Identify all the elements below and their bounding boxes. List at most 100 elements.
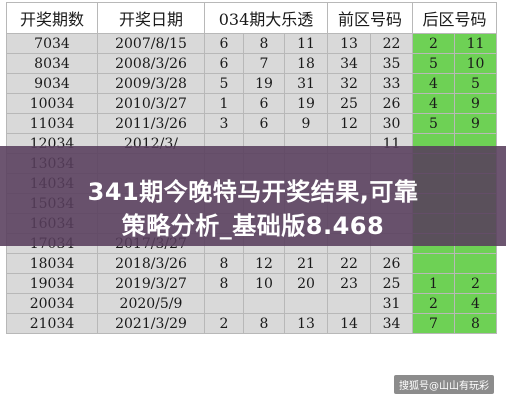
front-number-cell: 9 [284, 113, 328, 134]
front-number-cell: 11 [284, 33, 328, 54]
front-number-cell: 34 [327, 53, 371, 74]
back-number-cell: 4 [412, 93, 455, 114]
date-cell: 2008/3/26 [97, 53, 205, 74]
front-number-cell: 6 [204, 33, 244, 54]
front-number-cell: 19 [284, 93, 328, 114]
front-number-cell: 19 [243, 73, 285, 94]
front-number-cell: 22 [370, 33, 413, 54]
front-number-cell: 6 [204, 53, 244, 74]
period-cell: 8034 [6, 53, 98, 74]
back-number-cell: 8 [454, 313, 497, 334]
period-cell: 21034 [6, 313, 98, 334]
period-cell: 10034 [6, 93, 98, 114]
period-cell: 18034 [6, 253, 98, 274]
front-number-cell: 25 [370, 273, 413, 294]
back-number-cell: 1 [412, 273, 455, 294]
front-number-cell: 18 [284, 53, 328, 74]
date-cell: 2009/3/28 [97, 73, 205, 94]
back-number-cell: 4 [454, 293, 497, 314]
front-number-cell: 10 [243, 273, 285, 294]
front-number-cell: 23 [327, 273, 371, 294]
source-watermark: 搜狐号@山山有玩彩 [394, 375, 494, 394]
back-number-cell: 2 [454, 273, 497, 294]
table-row: 20034 2020/5/9 31 2 4 [6, 293, 497, 314]
title-banner: 341期今晚特马开奖结果,可靠 策略分析_基础版8.468 [0, 146, 506, 246]
front-number-cell: 31 [284, 73, 328, 94]
front-number-cell [284, 293, 328, 314]
front-number-cell: 3 [204, 113, 244, 134]
date-cell: 2020/5/9 [97, 293, 205, 314]
front-number-cell: 5 [204, 73, 244, 94]
front-number-cell: 12 [327, 113, 371, 134]
front-number-cell: 8 [243, 313, 285, 334]
date-cell: 2021/3/29 [97, 313, 205, 334]
header-back-zone: 后区号码 [412, 2, 497, 34]
date-cell: 2007/8/15 [97, 33, 205, 54]
date-cell: 2011/3/26 [97, 113, 205, 134]
back-number-cell: 4 [412, 73, 455, 94]
header-period: 开奖期数 [6, 2, 98, 34]
table-row: 7034 2007/8/15 6 8 11 13 22 2 11 [6, 33, 497, 54]
back-number-cell: 9 [454, 93, 497, 114]
period-cell: 20034 [6, 293, 98, 314]
banner-title-line-2: 策略分析_基础版8.468 [121, 212, 385, 240]
back-number-cell [412, 253, 455, 274]
back-number-cell: 7 [412, 313, 455, 334]
table-row: 8034 2008/3/26 6 7 18 34 35 5 10 [6, 53, 497, 74]
header-draw-title: 034期大乐透 [204, 2, 328, 34]
front-number-cell: 14 [327, 313, 371, 334]
back-number-cell: 2 [412, 33, 455, 54]
front-number-cell: 21 [284, 253, 328, 274]
period-cell: 9034 [6, 73, 98, 94]
table-row: 9034 2009/3/28 5 19 31 32 33 4 5 [6, 73, 497, 94]
front-number-cell: 20 [284, 273, 328, 294]
front-number-cell [327, 293, 371, 314]
front-number-cell: 13 [284, 313, 328, 334]
back-number-cell: 9 [454, 113, 497, 134]
front-number-cell: 34 [370, 313, 413, 334]
table-row: 18034 2018/3/26 8 12 21 22 26 [6, 253, 497, 274]
back-number-cell: 5 [412, 113, 455, 134]
front-number-cell: 6 [243, 93, 285, 114]
date-cell: 2018/3/26 [97, 253, 205, 274]
front-number-cell: 8 [243, 33, 285, 54]
front-number-cell: 8 [204, 253, 244, 274]
front-number-cell: 7 [243, 53, 285, 74]
front-number-cell: 12 [243, 253, 285, 274]
date-cell: 2019/3/27 [97, 273, 205, 294]
back-number-cell: 11 [454, 33, 497, 54]
front-number-cell: 26 [370, 253, 413, 274]
front-number-cell: 31 [370, 293, 413, 314]
front-number-cell: 25 [327, 93, 371, 114]
table-row: 19034 2019/3/27 8 10 20 23 25 1 2 [6, 273, 497, 294]
table-row: 10034 2010/3/27 1 6 19 25 26 4 9 [6, 93, 497, 114]
period-cell: 19034 [6, 273, 98, 294]
table-header-row: 开奖期数 开奖日期 034期大乐透 前区号码 后区号码 [6, 2, 497, 34]
back-number-cell [454, 253, 497, 274]
date-cell: 2010/3/27 [97, 93, 205, 114]
banner-title-line-1: 341期今晚特马开奖结果,可靠 [87, 178, 419, 206]
back-number-cell: 5 [454, 73, 497, 94]
front-number-cell: 6 [243, 113, 285, 134]
front-number-cell: 1 [204, 93, 244, 114]
front-number-cell: 26 [370, 93, 413, 114]
header-date: 开奖日期 [97, 2, 205, 34]
front-number-cell: 32 [327, 73, 371, 94]
front-number-cell: 2 [204, 313, 244, 334]
period-cell: 11034 [6, 113, 98, 134]
table-row: 11034 2011/3/26 3 6 9 12 30 5 9 [6, 113, 497, 134]
front-number-cell: 8 [204, 273, 244, 294]
front-number-cell [243, 293, 285, 314]
front-number-cell: 33 [370, 73, 413, 94]
back-number-cell: 10 [454, 53, 497, 74]
front-number-cell: 13 [327, 33, 371, 54]
header-front-zone: 前区号码 [327, 2, 413, 34]
front-number-cell [204, 293, 244, 314]
back-number-cell: 5 [412, 53, 455, 74]
period-cell: 7034 [6, 33, 98, 54]
front-number-cell: 30 [370, 113, 413, 134]
front-number-cell: 35 [370, 53, 413, 74]
back-number-cell: 2 [412, 293, 455, 314]
front-number-cell: 22 [327, 253, 371, 274]
table-row: 21034 2021/3/29 2 8 13 14 34 7 8 [6, 313, 497, 334]
